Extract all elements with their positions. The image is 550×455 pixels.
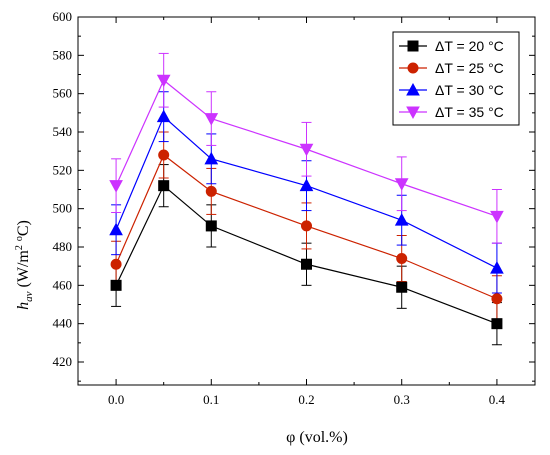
series-line [115, 115, 498, 269]
y-tick-label: 560 [53, 86, 73, 101]
data-point [158, 149, 170, 161]
data-point [204, 113, 219, 126]
data-point [110, 258, 122, 270]
legend-label: ΔT = 20 °C [435, 38, 504, 54]
legend-marker [407, 62, 419, 74]
y-tick-label: 440 [53, 316, 73, 331]
y-axis-title-sup2: o [14, 236, 25, 241]
legend-label: ΔT = 25 °C [435, 60, 504, 76]
legend: ΔT = 20 °C ΔT = 25 °C ΔT = 30 °C ΔT = 35 °C [392, 31, 520, 126]
y-tick-label: 420 [53, 354, 73, 369]
x-tick-label: 0.3 [394, 392, 410, 407]
data-point [301, 220, 312, 232]
data-point [301, 258, 312, 270]
y-axis-title-symbol: h [15, 302, 32, 310]
data-point [204, 151, 219, 165]
data-point [394, 213, 409, 226]
y-axis-title: hav (W/m2 oC) [14, 220, 35, 310]
data-point [109, 222, 123, 236]
legend-label: ΔT = 35 °C [435, 104, 504, 120]
legend-label: ΔT = 30 °C [435, 82, 504, 98]
y-tick-label: 580 [53, 47, 73, 62]
data-point [490, 261, 504, 274]
x-tick-label: 0.0 [108, 392, 124, 407]
y-tick-label: 540 [53, 124, 73, 139]
y-axis-title-unit-open: (W/m [15, 250, 32, 292]
legend-marker [406, 82, 420, 96]
data-point [156, 109, 171, 123]
data-point [394, 178, 409, 191]
data-point [156, 74, 171, 88]
data-point [396, 281, 408, 293]
x-tick-label: 0.1 [203, 392, 219, 407]
y-axis-title-subscript: av [23, 291, 35, 302]
data-point [396, 253, 408, 264]
data-point [490, 210, 504, 224]
y-tick-label: 520 [53, 162, 73, 177]
legend-marker [406, 106, 420, 120]
y-tick-label: 600 [53, 9, 73, 24]
series-line [115, 184, 498, 325]
legend-marker [407, 40, 419, 52]
data-point [158, 180, 170, 192]
data-point [110, 279, 122, 291]
y-axis-title-unit-close: C) [15, 220, 32, 236]
y-axis-title-sup1: 2 [14, 245, 25, 250]
series-line [115, 79, 498, 217]
data-point [205, 220, 217, 232]
series-line [115, 154, 498, 300]
data-point [491, 318, 503, 330]
data-point [109, 180, 123, 193]
y-tick-label: 480 [53, 239, 73, 254]
y-tick-label: 500 [53, 201, 73, 216]
x-tick-label: 0.4 [489, 392, 506, 407]
data-point [299, 178, 314, 192]
x-tick-label: 0.2 [298, 392, 314, 407]
data-point [491, 293, 503, 305]
y-tick-label: 460 [53, 277, 73, 292]
data-point [205, 185, 217, 197]
x-axis-title: φ (vol.%) [286, 429, 348, 446]
data-point [299, 143, 314, 157]
